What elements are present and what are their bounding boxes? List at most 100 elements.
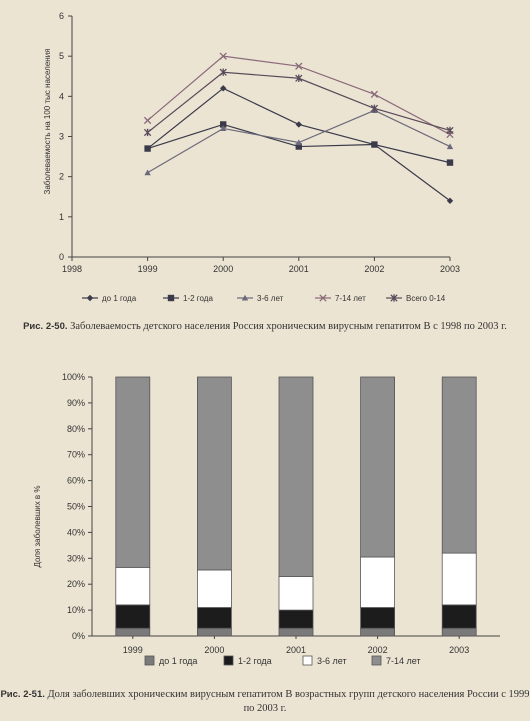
bar-segment: [360, 556, 396, 608]
y-tick-label: 90%: [67, 398, 85, 408]
data-point: [143, 128, 152, 137]
y-tick-label: 4: [59, 91, 64, 101]
legend-label: Всего 0-14: [406, 294, 446, 303]
legend-marker: [241, 294, 249, 301]
y-axis-title: Заболеваемость на 100 тыс населения: [43, 49, 52, 195]
y-tick-label: 70%: [67, 450, 85, 460]
legend-swatch: [223, 655, 234, 666]
bar-segment: [360, 376, 396, 558]
series-1-2 года: [144, 121, 454, 166]
data-point: [446, 126, 454, 135]
legend-label: до 1 года: [102, 294, 137, 303]
legend-label: 1-2 года: [238, 656, 272, 666]
data-point: [143, 116, 152, 125]
x-tick-label: 1999: [123, 645, 143, 655]
bar-segment: [196, 569, 232, 608]
bar-segment: [441, 552, 477, 606]
legend-label: до 1 года: [159, 656, 197, 666]
data-point: [295, 143, 302, 150]
y-tick-label: 1: [59, 212, 64, 222]
bar-segment: [441, 627, 477, 637]
data-point: [446, 197, 454, 204]
data-point: [295, 74, 303, 82]
bar-segment: [360, 607, 396, 629]
legend-marker: [390, 294, 398, 302]
data-point: [220, 125, 227, 132]
x-tick-label: 2003: [449, 645, 469, 655]
y-tick-label: 0: [59, 252, 64, 262]
caption-1-label: Рис. 2-50.: [23, 321, 68, 332]
legend-label: 7-14 лет: [386, 656, 421, 666]
y-tick-label: 60%: [67, 476, 85, 486]
y-tick-label: 100%: [62, 372, 85, 382]
legend-label: 7-14 лет: [335, 294, 366, 303]
data-point: [446, 143, 454, 150]
y-tick-label: 50%: [67, 502, 85, 512]
x-tick-label: 2000: [213, 264, 233, 274]
bar-segment: [115, 566, 151, 606]
y-tick-label: 5: [59, 51, 64, 61]
legend-swatch: [302, 655, 313, 666]
bar-segment: [278, 376, 314, 577]
data-point: [219, 68, 227, 76]
y-tick-label: 6: [59, 11, 64, 21]
bar-segment: [115, 376, 151, 568]
data-point: [446, 159, 454, 166]
bar-group-2001: [278, 376, 314, 637]
bar-segment: [278, 627, 314, 637]
data-point: [295, 139, 302, 146]
legend-marker: [167, 294, 175, 302]
figure-caption-1: Рис. 2-50. Заболеваемость детского насел…: [0, 320, 530, 334]
x-tick-label: 2002: [364, 264, 384, 274]
legend-swatch: [144, 655, 155, 666]
legend: до 1 года 1-2 года 3-6 лет 7-14 лет: [144, 655, 421, 666]
legend-label: 1-2 года: [183, 294, 213, 303]
bar-group-2003: [441, 376, 477, 637]
y-axis-title: Доля заболевших в %: [33, 485, 42, 567]
data-point: [144, 169, 151, 176]
y-tick-label: 30%: [67, 553, 85, 563]
legend-marker: [86, 294, 94, 302]
caption-2-text: Доля заболевших хроническим вирусным геп…: [47, 689, 530, 714]
x-tick-label: 2002: [368, 645, 388, 655]
bar-segment: [441, 376, 477, 554]
bar-segment: [360, 627, 396, 637]
data-point: [144, 145, 151, 152]
bar-segment: [278, 609, 314, 629]
legend-label: 3-6 лет: [257, 294, 284, 303]
y-tick-label: 10%: [67, 605, 85, 615]
data-point: [370, 104, 379, 113]
bar-segment: [441, 604, 477, 629]
line-chart: 0 1 2 3 4 5 6 1998 1999 2000 2001 2002 2003 Заболевае…: [43, 11, 460, 303]
data-point: [219, 52, 227, 60]
bar-segment: [115, 627, 151, 637]
bar-segment: [196, 607, 232, 629]
bar-group-1999: [115, 376, 151, 637]
bar-segment: [196, 627, 232, 637]
legend-swatch: [371, 655, 382, 666]
bar-segment: [196, 376, 232, 571]
bar-segment: [278, 576, 314, 611]
x-tick-label: 1999: [138, 264, 158, 274]
legend-marker: [319, 294, 327, 302]
data-point: [371, 141, 378, 148]
data-point: [370, 90, 379, 98]
data-point: [220, 121, 227, 128]
x-tick-label: 1998: [62, 264, 82, 274]
data-point: [295, 121, 302, 128]
caption-1-text: Заболеваемость детского населения Россия…: [70, 321, 507, 332]
data-point: [295, 62, 303, 70]
x-tick-label: 2001: [286, 645, 306, 655]
bar-segment: [115, 604, 151, 629]
y-tick-label: 0%: [72, 631, 85, 641]
y-tick-label: 20%: [67, 579, 85, 589]
figure-caption-2: Рис. 2-51. Доля заболевших хроническим в…: [0, 688, 530, 716]
legend-label: 3-6 лет: [317, 656, 347, 666]
y-tick-label: 3: [59, 132, 64, 142]
x-tick-label: 2000: [204, 645, 224, 655]
series-7-14 лет: [143, 52, 454, 139]
y-tick-label: 80%: [67, 424, 85, 434]
y-tick-label: 2: [59, 172, 64, 182]
caption-2-label: Рис. 2-51.: [0, 689, 45, 700]
